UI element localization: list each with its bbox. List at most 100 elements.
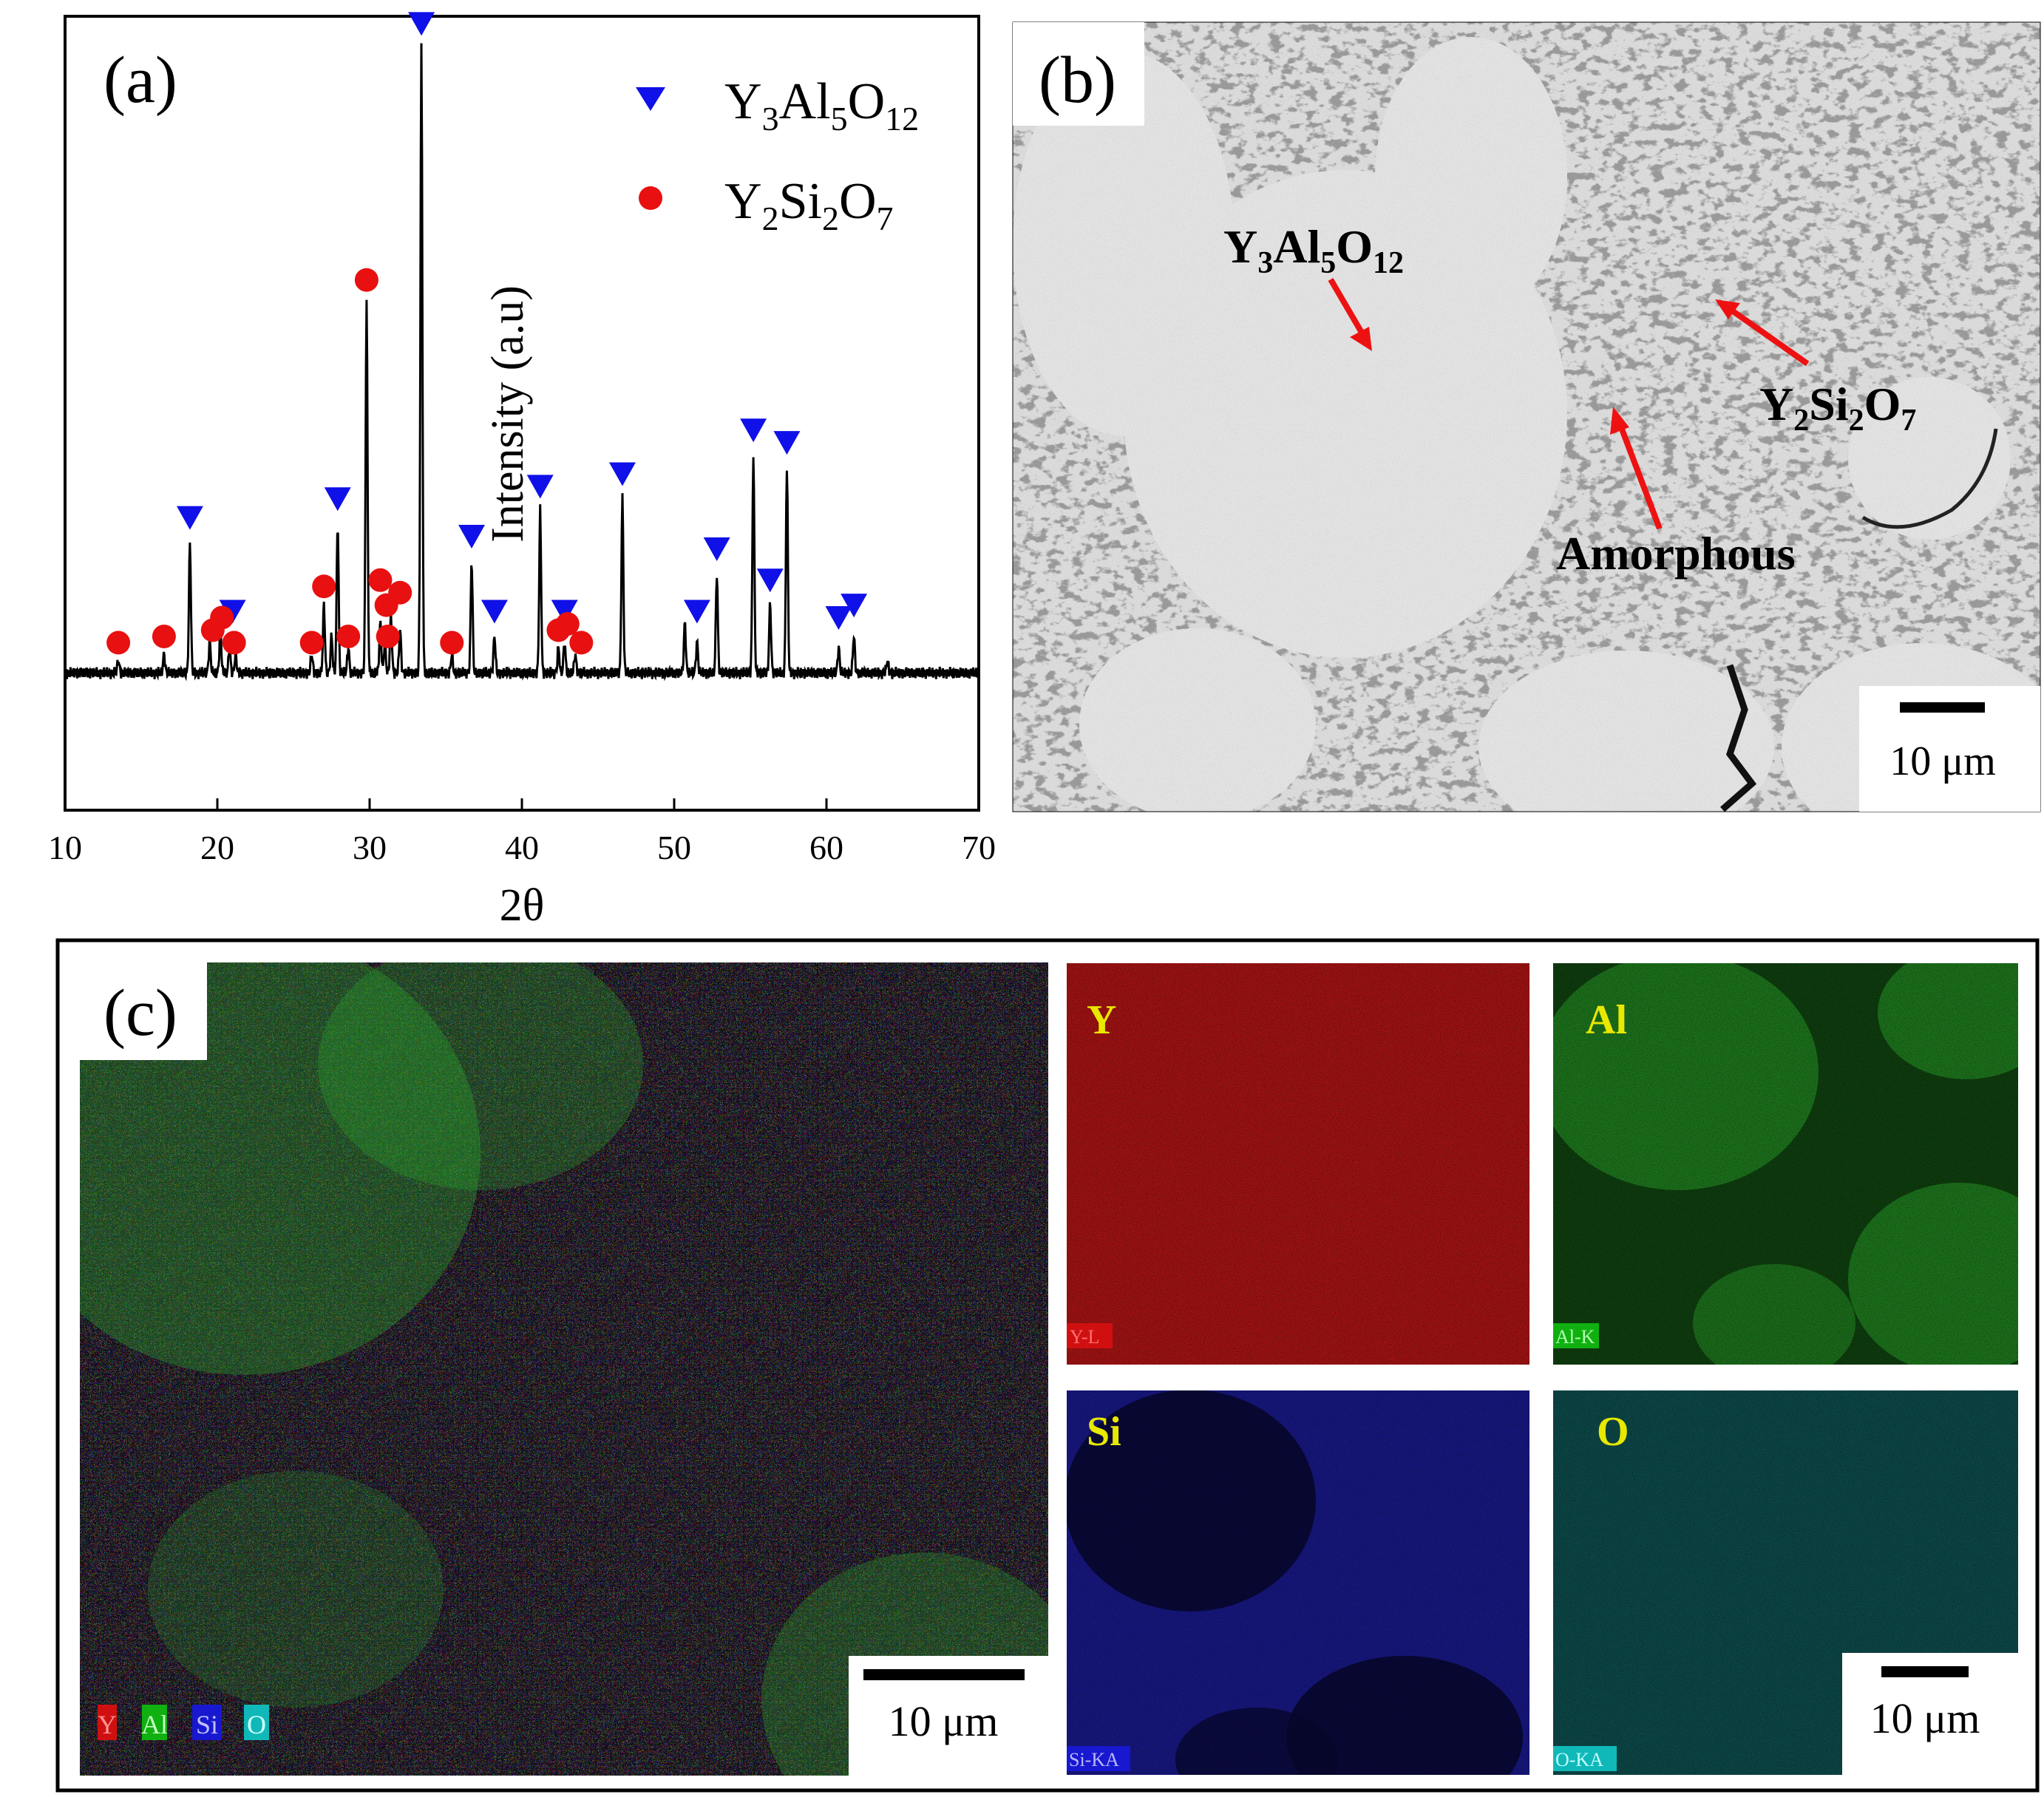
panel-a: 10 20 30 40 50 60 70 (a) Intensity (a.u) 2θ Y3… — [48, 12, 996, 931]
x-tick-marks — [64, 798, 980, 810]
eds-map-si — [1067, 1390, 1529, 1775]
al-map-tag-bg — [1553, 1323, 1599, 1348]
yds-arrow-head — [1715, 299, 1740, 319]
panel-b-label: (b) — [1039, 44, 1116, 117]
eds-composite-map — [80, 962, 1048, 1776]
yds-peak-marker — [106, 631, 131, 655]
al-map-noise — [1553, 963, 2018, 1365]
x-tick-label: 10 — [48, 829, 82, 866]
composite-green-region — [80, 962, 481, 1375]
yds-peak-marker — [299, 631, 324, 655]
sem-grain-noise — [1013, 22, 2040, 812]
yag-peak-marker — [551, 600, 578, 624]
panel-c-label: (c) — [103, 977, 177, 1050]
x-axis-title: 2θ — [500, 880, 545, 931]
y-map-noise — [1067, 963, 1529, 1365]
yag-peak-marker — [324, 487, 351, 512]
y-map-label: Y — [1087, 997, 1116, 1043]
amorphous-annotation: Amorphous — [1556, 527, 1796, 580]
yds-peak-marker — [210, 605, 234, 630]
eds-map-al — [1553, 963, 2018, 1365]
si-map-tag: Si-KA — [1069, 1749, 1119, 1770]
yag-peak-marker — [756, 568, 784, 593]
yds-peak-marker — [222, 631, 246, 655]
legend-yds-marker — [639, 186, 662, 210]
y-axis-title: Intensity (a.u) — [483, 285, 533, 543]
legend-yag-text: Y3Al5O12 — [724, 73, 919, 137]
yag-peak-marker — [740, 418, 767, 443]
yds-peak-marker — [388, 580, 412, 605]
yds-peak-marker — [440, 631, 464, 655]
legend-al: Al — [141, 1710, 168, 1739]
yag-peak-marker — [703, 537, 730, 561]
yds-peak-marker — [336, 624, 361, 648]
x-tick-labels: 10 20 30 40 50 60 70 — [48, 829, 996, 866]
o-map-tag-bg — [1553, 1746, 1617, 1771]
x-tick-label: 70 — [962, 829, 996, 866]
sem-frame — [1012, 21, 2041, 812]
al-map-tag: Al-K — [1555, 1326, 1595, 1348]
yds-peak-marker — [354, 268, 378, 292]
yag-peak-marker — [526, 475, 554, 499]
composite-green-region — [318, 962, 643, 1190]
yag-peak-marker — [683, 600, 710, 624]
xrd-pattern-line — [64, 43, 980, 682]
x-tick-label: 60 — [809, 829, 843, 866]
yds-peak-marker — [368, 568, 393, 592]
yag-peak-marker — [458, 525, 486, 549]
yds-arrow — [1728, 306, 1810, 367]
x-tick-label: 40 — [505, 829, 539, 866]
yag-peak-marker — [773, 431, 801, 455]
legend-swatch-y — [98, 1705, 117, 1740]
legend-yds-text: Y2Si2O7 — [724, 173, 894, 237]
y-axis-title-text: Intensity (a.u) — [483, 285, 533, 543]
panel-c: (c) Y Al Si O 10 μm Y Y-L — [55, 938, 2040, 1793]
maps-scale-label: 10 μm — [1870, 1694, 1980, 1742]
legend-yag-marker — [636, 87, 665, 111]
yag-arrow-head — [1350, 327, 1372, 351]
yag-annotation: Y3Al5O12 — [1223, 220, 1404, 280]
x-tick-label: 30 — [353, 829, 387, 866]
legend-o: O — [247, 1710, 266, 1739]
sem-scale-label: 10 μm — [1889, 738, 1996, 784]
x-tick-label: 50 — [657, 829, 691, 866]
panel-b-label-bg — [1013, 22, 1144, 126]
yds-peak-marker — [569, 631, 594, 655]
yag-peak-marker — [841, 594, 868, 618]
sem-scale-bar — [1900, 702, 1985, 713]
o-map-tag: O-KA — [1555, 1749, 1603, 1770]
yag-peak-marker — [608, 462, 636, 486]
legend-swatch-o — [244, 1705, 269, 1740]
panel-c-label-bg — [80, 962, 207, 1060]
panel-a-label: (a) — [103, 44, 177, 117]
si-map-noise — [1067, 1390, 1529, 1775]
yag-arrow — [1328, 277, 1367, 339]
composite-scale-bar — [863, 1669, 1025, 1680]
composite-legend: Y Al Si O — [98, 1705, 269, 1740]
legend-swatch-al — [142, 1705, 167, 1740]
yds-peak-marker — [152, 624, 176, 648]
si-map-tag-bg — [1067, 1746, 1130, 1771]
yag-peak-marker — [219, 600, 246, 624]
legend-y: Y — [98, 1710, 117, 1739]
legend-swatch-si — [192, 1705, 222, 1740]
composite-scale-label: 10 μm — [889, 1697, 999, 1745]
phase-markers — [106, 12, 868, 655]
yds-peak-marker — [376, 624, 400, 648]
yag-peak-marker — [481, 600, 508, 624]
x-tick-label: 20 — [200, 829, 234, 866]
yds-peak-marker — [555, 612, 580, 636]
yag-peak-marker — [408, 12, 435, 36]
composite-green-region — [148, 1471, 444, 1708]
y-map-tag-bg — [1067, 1323, 1113, 1348]
maps-scale-bar — [1881, 1666, 1969, 1677]
amorphous-arrow — [1616, 420, 1663, 530]
al-map-label: Al — [1586, 997, 1627, 1043]
legend-si: Si — [196, 1710, 218, 1739]
xrd-plot-frame — [64, 15, 980, 812]
crack — [1861, 428, 1998, 529]
panel-b: (b) Y3Al5O12 Y2Si2O7 Amorphous 10 μm — [1012, 21, 2041, 812]
yag-peak-marker — [825, 606, 852, 631]
eds-map-y — [1067, 963, 1529, 1365]
